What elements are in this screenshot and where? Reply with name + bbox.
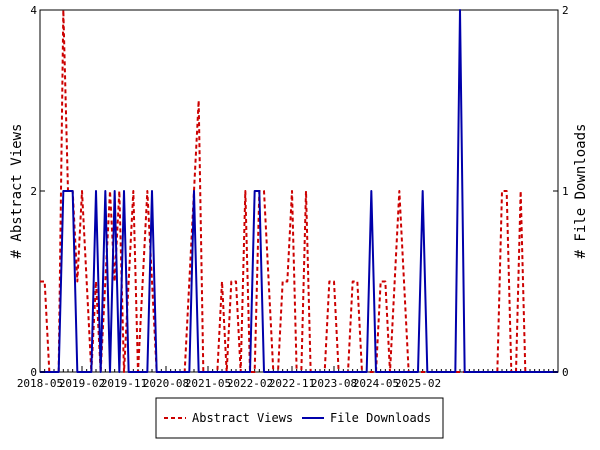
legend-label-file-downloads: File Downloads xyxy=(330,411,431,425)
x-tick-label: 2019-02 xyxy=(59,377,105,390)
x-tick-label: 2022-02 xyxy=(227,377,273,390)
y-right-tick-labels: 0 1 2 xyxy=(553,4,569,379)
x-tick-label: 2020-08 xyxy=(143,377,189,390)
y-left-axis-title: # Abstract Views xyxy=(9,124,25,259)
y-right-axis-title: # File Downloads xyxy=(573,124,589,259)
legend-box xyxy=(155,397,444,439)
y-left-tick-label: 4 xyxy=(30,4,37,17)
x-tick-label: 2023-08 xyxy=(311,377,357,390)
x-tick-label: 2024-05 xyxy=(353,377,399,390)
x-tick-label: 2021-05 xyxy=(185,377,231,390)
y-left-tick-labels: 0 2 4 xyxy=(30,4,45,379)
legend-label-abstract-views: Abstract Views xyxy=(192,411,293,425)
legend: Abstract Views File Downloads xyxy=(155,397,444,439)
x-tick-label: 2019-11 xyxy=(101,377,147,390)
x-tick-label: 2025-02 xyxy=(395,377,441,390)
series-layer xyxy=(40,9,558,373)
y-right-tick-label: 0 xyxy=(562,366,569,379)
y-left-tick-label: 0 xyxy=(30,366,37,379)
y-right-tick-label: 1 xyxy=(562,185,569,198)
x-tick-label: 2022-11 xyxy=(269,377,315,390)
series-line-file-downloads xyxy=(40,9,558,373)
y-right-tick-label: 2 xyxy=(562,4,569,17)
y-left-tick-label: 2 xyxy=(30,185,37,198)
x-tick-label: 2018-05 xyxy=(17,377,63,390)
x-tick-labels: 2018-052019-022019-112020-082021-052022-… xyxy=(17,377,441,390)
